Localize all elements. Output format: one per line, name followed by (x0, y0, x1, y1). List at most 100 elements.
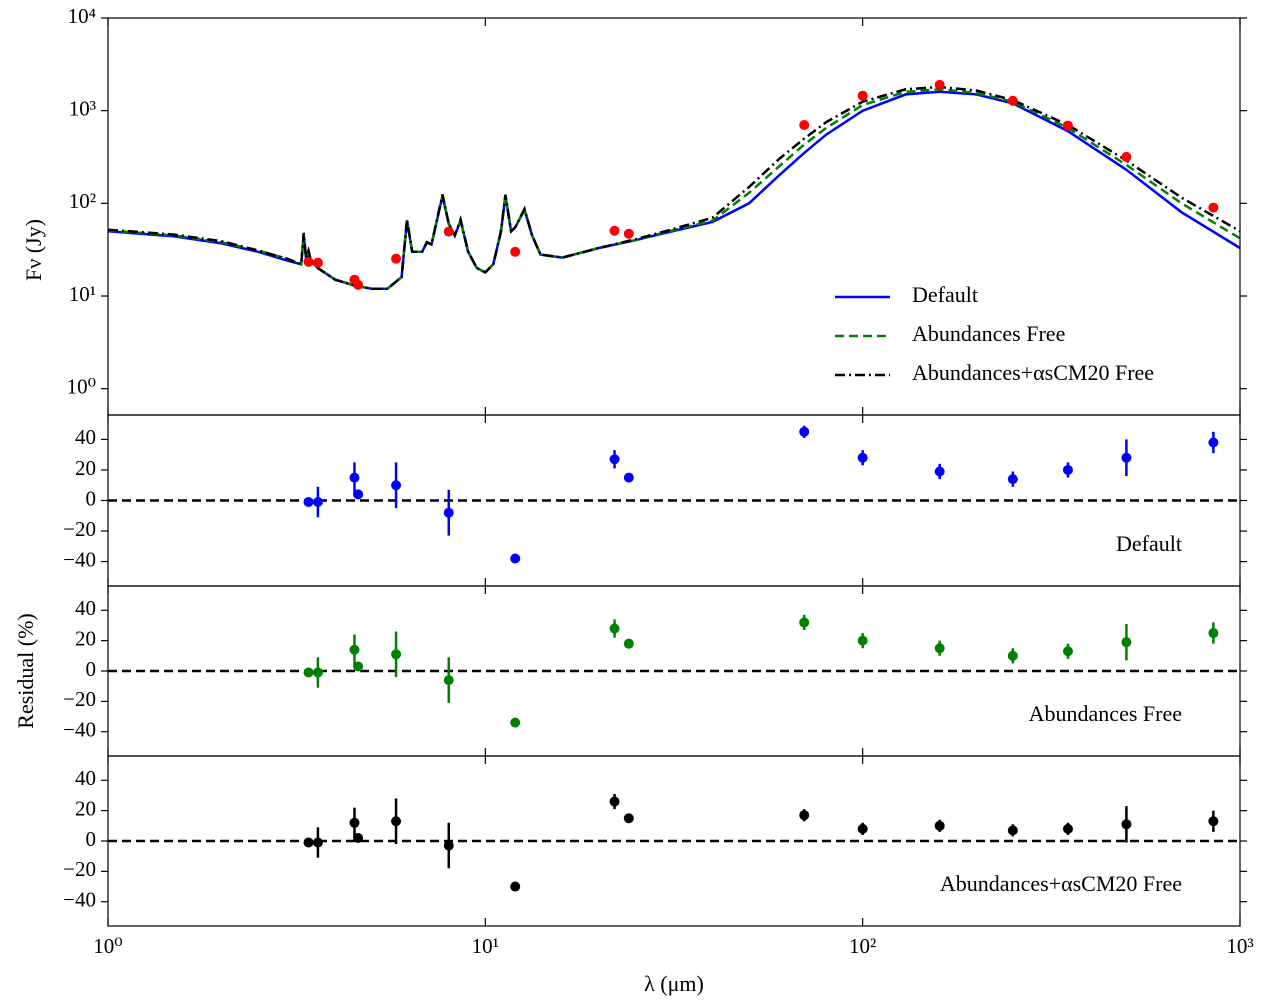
x-tick-label: 10³ (1226, 934, 1253, 958)
y-tick-label: 40 (75, 596, 96, 620)
legend-label: Default (912, 282, 978, 307)
y-tick-label: 10² (69, 189, 96, 213)
y-tick-label: 20 (75, 456, 96, 480)
panel-annotation: Abundances Free (1029, 701, 1182, 726)
residual-point (857, 635, 868, 646)
axes-frame (107, 755, 1241, 927)
residual-point (623, 813, 634, 824)
y-tick-label: −40 (63, 718, 96, 742)
residual-point (510, 553, 521, 564)
residual-point (934, 820, 945, 831)
y-tick-label: −20 (63, 857, 96, 881)
observed-point (443, 226, 454, 237)
y-tick-label: 20 (75, 796, 96, 820)
residual-point (857, 823, 868, 834)
residual-point (1062, 823, 1073, 834)
observed-point (934, 79, 945, 90)
y-tick-label: −20 (63, 687, 96, 711)
observed-point (312, 257, 323, 268)
y-tick-label: 0 (86, 657, 97, 681)
y-tick-label: −40 (63, 547, 96, 571)
y-tick-label: 40 (75, 766, 96, 790)
residual-point (349, 817, 360, 828)
observed-point (1208, 202, 1219, 213)
y-tick-label: 10⁴ (68, 4, 96, 28)
axes-frame (107, 17, 1241, 416)
y-axis-label: Fν (Jy) (21, 219, 46, 281)
residual-point (349, 472, 360, 483)
x-tick-label: 10¹ (472, 934, 499, 958)
residual-point (312, 497, 323, 508)
residual-point (609, 796, 620, 807)
y-tick-label: 10⁰ (67, 374, 96, 398)
y-tick-label: 10¹ (69, 282, 96, 306)
residual-point (623, 638, 634, 649)
observed-point (1121, 151, 1132, 162)
panel-annotation: Abundances+αsCM20 Free (940, 871, 1182, 896)
observed-point (1007, 95, 1018, 106)
residual-point (391, 480, 402, 491)
observed-point (391, 253, 402, 264)
y-tick-label: 20 (75, 626, 96, 650)
legend-label: Abundances+αsCM20 Free (912, 360, 1154, 385)
residual-point (1208, 437, 1219, 448)
residual-point (799, 426, 810, 437)
observed-point (609, 225, 620, 236)
residual-point (303, 667, 314, 678)
y-tick-label: −40 (63, 888, 96, 912)
residual-point (1121, 819, 1132, 830)
y-tick-label: 10³ (69, 96, 96, 120)
legend-label: Abundances Free (912, 321, 1065, 346)
residual-point (353, 832, 364, 843)
residual-point (510, 881, 521, 892)
observed-point (303, 256, 314, 267)
residual-point (391, 816, 402, 827)
x-axis-label: λ (μm) (644, 971, 704, 996)
residual-point (1007, 474, 1018, 485)
residual-point (312, 667, 323, 678)
panel-annotation: Default (1116, 531, 1182, 556)
residual-point (1062, 464, 1073, 475)
residual-point (1208, 816, 1219, 827)
residual-point (443, 507, 454, 518)
y-axis-label: Residual (%) (13, 613, 38, 728)
residual-point (623, 472, 634, 483)
residual-point (312, 837, 323, 848)
y-tick-label: −20 (63, 517, 96, 541)
observed-point (623, 228, 634, 239)
observed-point (353, 279, 364, 290)
residual-point (510, 717, 521, 728)
x-tick-label: 10² (849, 934, 876, 958)
x-tick-label: 10⁰ (93, 934, 122, 958)
residual-point (443, 840, 454, 851)
observed-point (510, 246, 521, 257)
residual-point (799, 810, 810, 821)
observed-point (799, 120, 810, 131)
residual-point (609, 454, 620, 465)
y-tick-label: 0 (86, 827, 97, 851)
residual-point (1007, 650, 1018, 661)
residual-point (391, 649, 402, 660)
residual-point (1007, 825, 1018, 836)
observed-point (857, 90, 868, 101)
residual-point (303, 497, 314, 508)
residual-point (857, 452, 868, 463)
residual-point (443, 675, 454, 686)
y-tick-label: 0 (86, 486, 97, 510)
y-tick-label: 40 (75, 425, 96, 449)
residual-point (1062, 646, 1073, 657)
observed-point (1062, 120, 1073, 131)
residual-point (1121, 637, 1132, 648)
residual-point (1121, 452, 1132, 463)
residual-point (609, 623, 620, 634)
residual-point (934, 466, 945, 477)
residual-point (353, 489, 364, 500)
residual-point (303, 837, 314, 848)
residual-point (799, 617, 810, 628)
residual-point (934, 643, 945, 654)
residual-point (349, 644, 360, 655)
residual-point (1208, 628, 1219, 639)
residual-point (353, 661, 364, 672)
